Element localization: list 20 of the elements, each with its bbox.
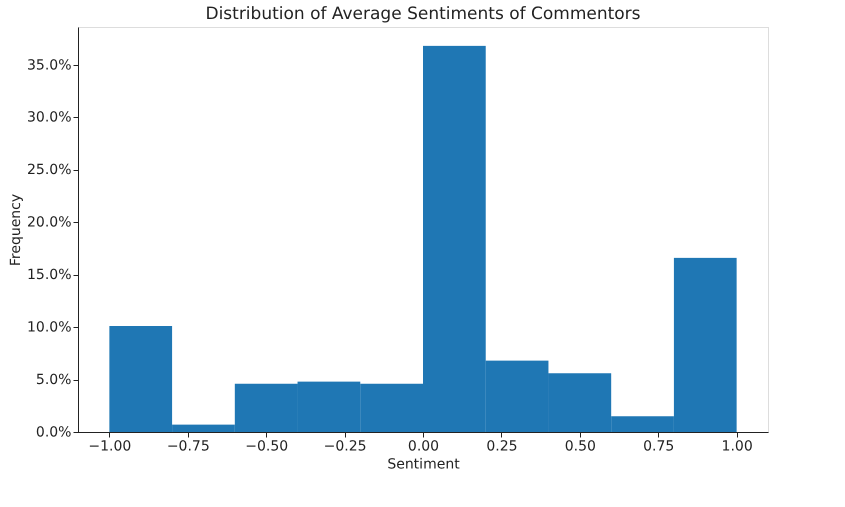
x-tick-label: 0.50 [564,438,596,454]
y-tick-label: 30.0% [27,110,72,126]
y-tick-label: 0.0% [36,424,72,440]
y-tick-label: 5.0% [36,372,72,388]
y-tick-label: 10.0% [27,320,72,336]
chart-title: Distribution of Average Sentiments of Commentors [205,4,641,24]
x-tick-label: −1.00 [88,438,132,454]
x-tick-label: −0.50 [245,438,288,454]
x-axis-title: Sentiment [387,456,460,472]
y-axis-title: Frequency [8,194,24,266]
x-tick-label: −0.25 [324,438,367,454]
y-tick-label: 15.0% [27,267,72,284]
y-tick-label: 35.0% [27,57,72,74]
y-tick-label: 25.0% [27,162,72,178]
x-tick-label: 0.25 [486,438,518,454]
x-tick-label: 1.00 [722,438,753,454]
y-tick-label: 20.0% [27,214,72,231]
x-tick-label: 0.00 [408,438,440,454]
x-tick-label: 0.75 [643,438,674,454]
x-tick-label: −0.75 [166,438,210,454]
